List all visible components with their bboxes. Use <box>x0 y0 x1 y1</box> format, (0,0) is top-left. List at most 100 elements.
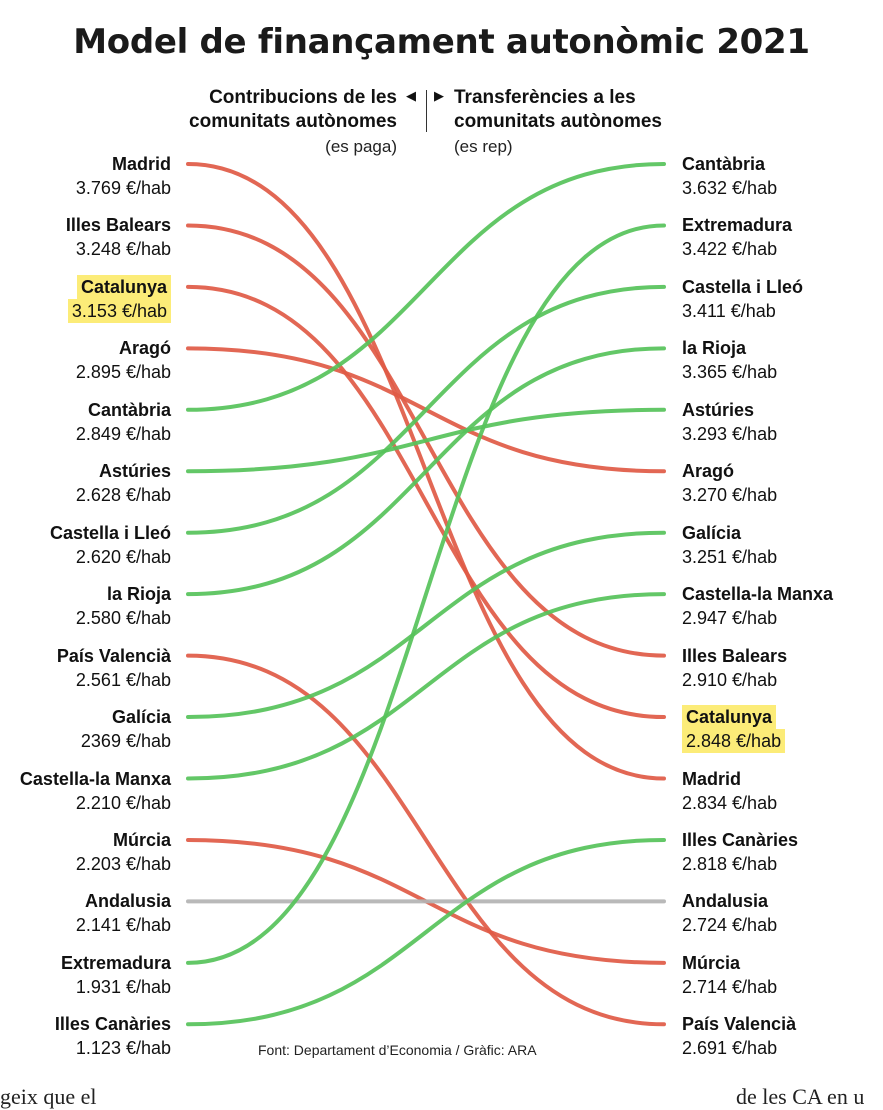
right-label-name: Extremadura <box>682 215 793 236</box>
right-label-galicia: Galícia 3.251 €/hab <box>682 521 777 569</box>
left-label-name: Madrid <box>111 154 171 174</box>
right-label-castella-la-manxa: Castella-la Manxa 2.947 €/hab <box>682 582 833 630</box>
right-label-value: 2.834 €/hab <box>682 792 778 813</box>
left-label-value: 3.248 €/hab <box>75 239 171 260</box>
left-label-name: Cantàbria <box>87 399 171 420</box>
left-label-catalunya: Catalunya 3.153 €/hab <box>67 274 171 323</box>
right-label-name: Castella i Lleó <box>682 276 804 297</box>
left-label-asturies: Astúries 2.628 €/hab <box>76 459 171 507</box>
left-label-la-rioja: la Rioja 2.580 €/hab <box>76 582 171 630</box>
right-label-name: Cantàbria <box>682 154 766 174</box>
left-label-name: Andalusia <box>84 891 171 912</box>
right-label-value: 2.848 €/hab <box>682 729 786 754</box>
right-label-name: Catalunya <box>682 705 777 730</box>
left-label-andalusia: Andalusia 2.141 €/hab <box>76 889 171 937</box>
right-label-name: la Rioja <box>682 338 747 359</box>
right-label-murcia: Múrcia 2.714 €/hab <box>682 951 777 999</box>
line-illes-canaries <box>186 837 666 1027</box>
left-label-name: Aragó <box>118 338 171 359</box>
header-divider <box>426 90 427 132</box>
right-label-value: 2.724 €/hab <box>682 915 778 936</box>
left-label-value: 2.620 €/hab <box>75 546 171 567</box>
right-label-value: 2.947 €/hab <box>682 608 778 629</box>
right-label-madrid: Madrid 2.834 €/hab <box>682 767 777 815</box>
left-label-value: 3.153 €/hab <box>67 298 171 323</box>
left-label-castella-i-lleo: Castella i Lleó 2.620 €/hab <box>50 521 171 569</box>
right-label-pais-valencia: País Valencià 2.691 €/hab <box>682 1012 796 1060</box>
line-asturies <box>186 407 666 474</box>
header-transfers-line1: Transferències a les <box>454 87 636 108</box>
right-label-illes-balears: Illes Balears 2.910 €/hab <box>682 644 787 692</box>
right-label-name: Illes Canàries <box>682 829 799 850</box>
left-label-murcia: Múrcia 2.203 €/hab <box>76 828 171 876</box>
left-label-name: la Rioja <box>106 584 171 605</box>
left-label-name: País Valencià <box>56 645 171 666</box>
left-label-value: 2.210 €/hab <box>75 792 171 813</box>
line-galicia <box>186 530 666 720</box>
chart-title: Model de finançament autonòmic 2021 <box>73 22 810 62</box>
right-label-name: Galícia <box>682 522 742 543</box>
right-label-castella-i-lleo: Castella i Lleó 3.411 €/hab <box>682 275 803 323</box>
right-label-illes-canaries: Illes Canàries 2.818 €/hab <box>682 828 798 876</box>
left-label-value: 2.849 €/hab <box>75 423 171 444</box>
right-label-name: Astúries <box>682 399 755 420</box>
left-label-value: 2.203 €/hab <box>75 853 171 874</box>
arrow-right-icon: ▶ <box>434 88 444 103</box>
right-label-value: 3.270 €/hab <box>682 485 778 506</box>
left-label-value: 3.769 €/hab <box>75 178 171 198</box>
right-label-name: Andalusia <box>682 891 769 912</box>
left-label-galicia: Galícia 2369 €/hab <box>81 705 171 753</box>
right-label-asturies: Astúries 3.293 €/hab <box>682 398 777 446</box>
right-label-value: 2.910 €/hab <box>682 669 778 690</box>
line-castella-la-manxa <box>186 592 666 781</box>
right-label-value: 2.818 €/hab <box>682 853 778 874</box>
right-label-la-rioja: la Rioja 3.365 €/hab <box>682 336 777 384</box>
left-label-value: 2.580 €/hab <box>75 608 171 629</box>
line-catalunya <box>186 284 666 720</box>
left-label-name: Galícia <box>111 707 171 728</box>
header-contributions-sub: (es paga) <box>325 137 397 156</box>
left-label-value: 1.931 €/hab <box>75 976 171 997</box>
article-text-left: geix que el <box>0 1084 97 1109</box>
right-label-name: Illes Balears <box>682 645 788 666</box>
right-label-name: Madrid <box>682 768 742 789</box>
header-contributions: Contribucions de les comunitats autònome… <box>189 86 397 134</box>
header-contributions-line1: Contribucions de les <box>209 87 397 108</box>
left-label-name: Castella-la Manxa <box>19 768 171 789</box>
line-la-rioja <box>186 346 666 597</box>
arrow-left-icon: ◀ <box>406 88 416 103</box>
header-transfers-line2: comunitats autònomes <box>454 111 662 132</box>
right-label-andalusia: Andalusia 2.724 €/hab <box>682 889 777 937</box>
line-pais-valencia <box>186 653 666 1027</box>
left-label-name: Illes Balears <box>65 215 171 236</box>
left-label-extremadura: Extremadura 1.931 €/hab <box>61 951 171 999</box>
left-label-cantabria: Cantàbria 2.849 €/hab <box>76 398 171 446</box>
left-label-value: 1.123 €/hab <box>75 1038 171 1059</box>
header-transfers: Transferències a les comunitats autònome… <box>454 86 662 134</box>
header-contributions-line2: comunitats autònomes <box>189 111 397 132</box>
source-note: Font: Departament d’Economia / Gràfic: A… <box>258 1042 537 1058</box>
left-label-madrid: Madrid 3.769 €/hab <box>76 152 171 200</box>
right-label-name: Múrcia <box>682 952 741 973</box>
left-label-value: 2.141 €/hab <box>75 915 171 936</box>
article-text-right: de les CA en u <box>736 1084 865 1109</box>
right-label-value: 3.365 €/hab <box>682 362 778 383</box>
left-label-name: Múrcia <box>112 829 171 850</box>
left-label-value: 2369 €/hab <box>80 731 171 752</box>
line-castella-i-lleo <box>186 284 666 535</box>
left-label-value: 2.628 €/hab <box>75 485 171 506</box>
right-label-value: 3.411 €/hab <box>682 300 776 321</box>
right-label-value: 3.251 €/hab <box>682 546 778 567</box>
right-label-name: Aragó <box>682 461 735 482</box>
left-label-arago: Aragó 2.895 €/hab <box>76 336 171 384</box>
left-label-name: Catalunya <box>76 274 171 299</box>
left-label-name: Extremadura <box>60 952 171 973</box>
right-label-arago: Aragó 3.270 €/hab <box>682 459 777 507</box>
right-label-catalunya: Catalunya 2.848 €/hab <box>682 705 786 754</box>
line-cantabria <box>186 162 666 412</box>
left-label-castella-la-manxa: Castella-la Manxa 2.210 €/hab <box>20 767 171 815</box>
header-transfers-sub: (es rep) <box>454 137 513 156</box>
right-label-cantabria: Cantàbria 3.632 €/hab <box>682 152 777 200</box>
left-label-name: Astúries <box>98 461 171 482</box>
